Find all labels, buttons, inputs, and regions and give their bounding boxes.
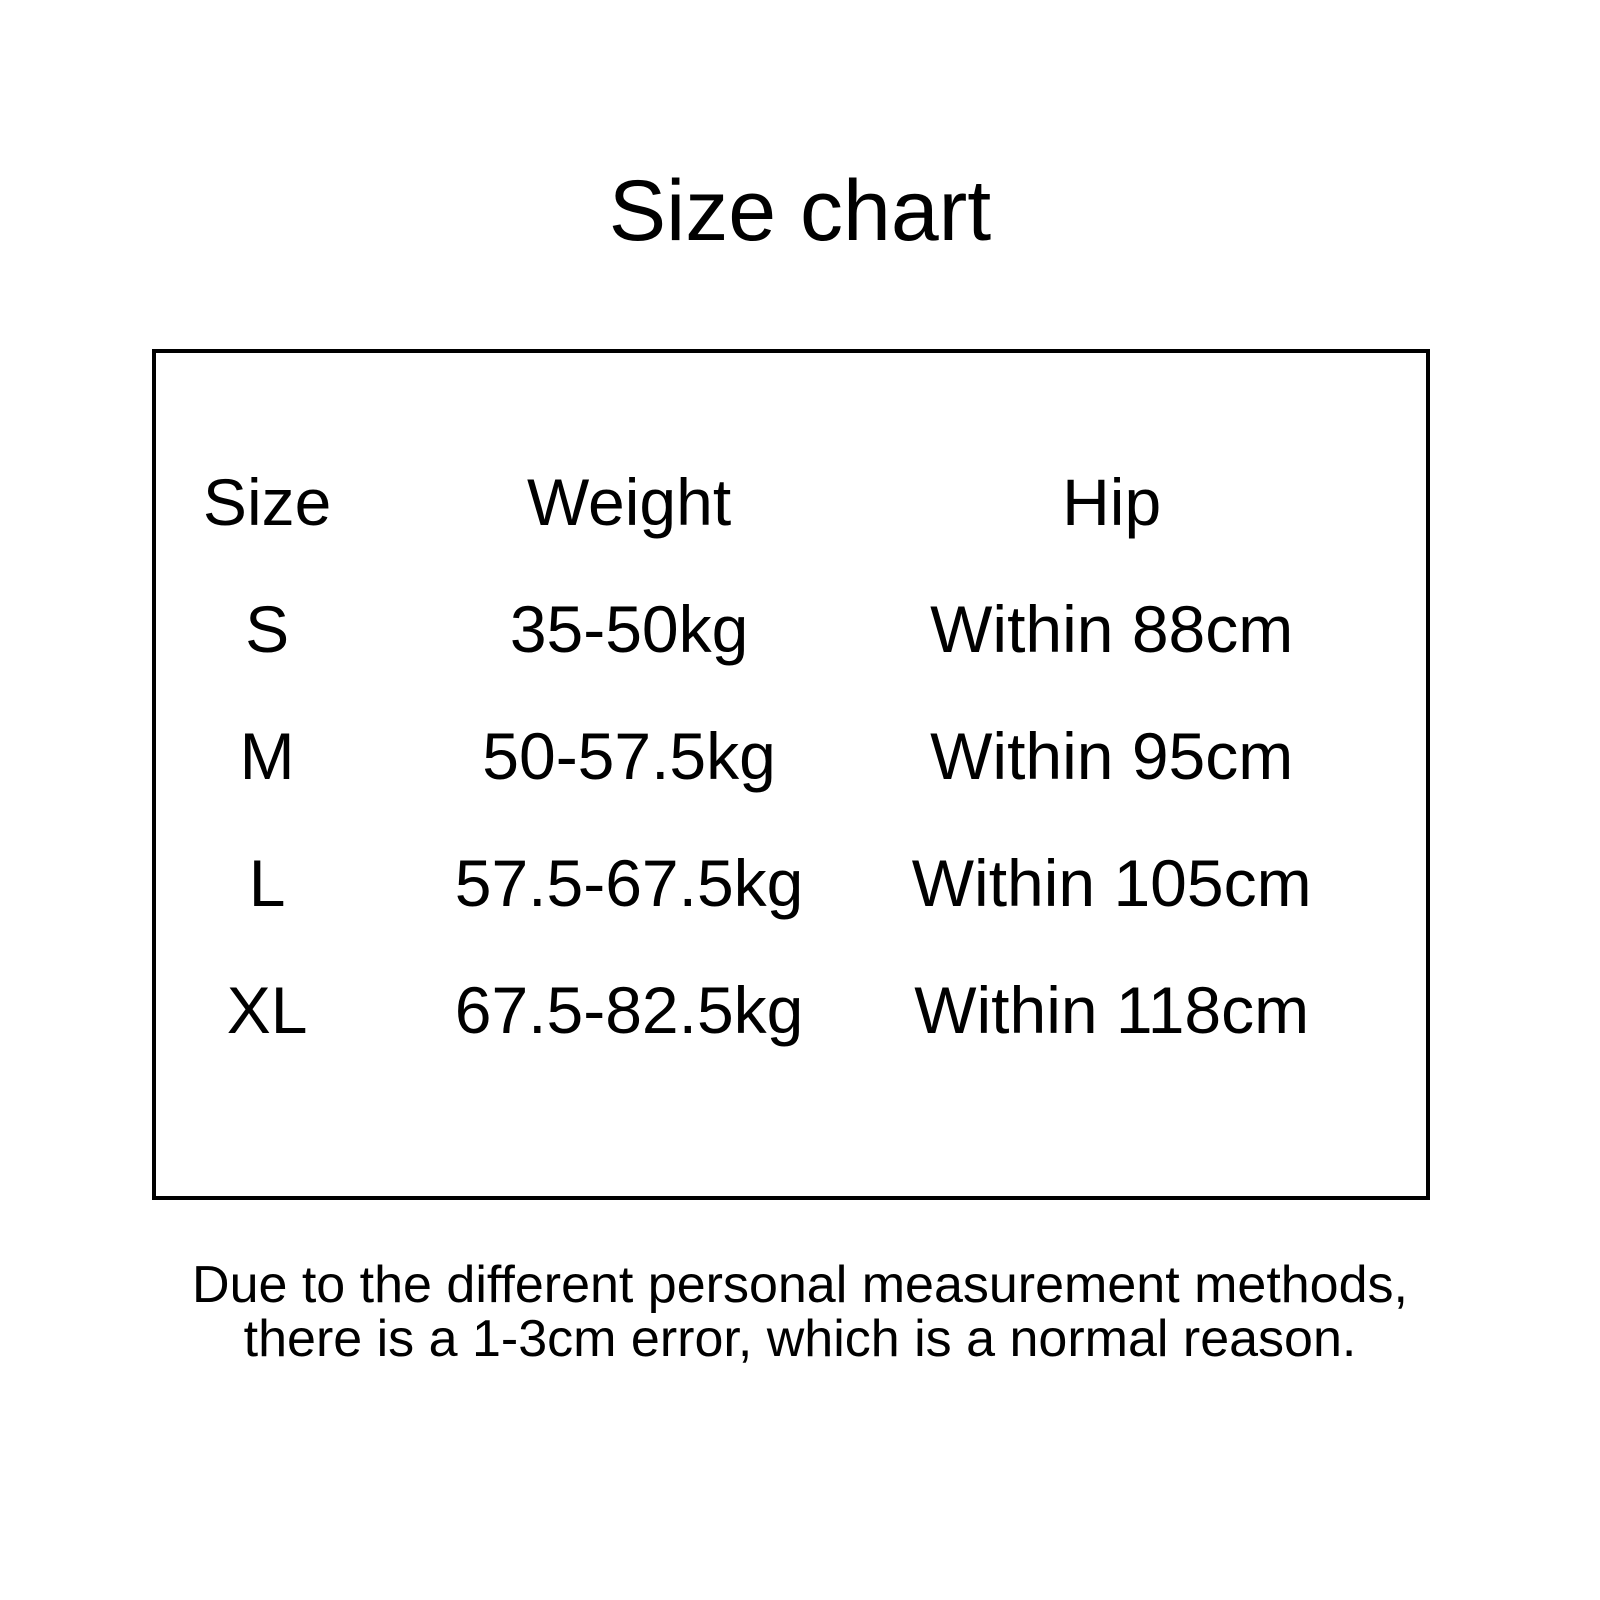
row-m-hip: Within 95cm: [930, 718, 1294, 793]
size-table-grid: Size Weight Hip S 35-50kg Within 88cm M …: [156, 353, 1426, 1073]
row-l-hip: Within 105cm: [911, 845, 1312, 920]
column-header-size: Size: [202, 464, 332, 539]
row-s-size: S: [245, 591, 290, 666]
row-l-weight: 57.5-67.5kg: [454, 845, 804, 920]
column-header-hip: Hip: [1062, 464, 1162, 539]
row-m-weight: 50-57.5kg: [482, 718, 776, 793]
footnote-line-2: there is a 1-3cm error, which is a norma…: [243, 1310, 1357, 1369]
row-xl-hip: Within 118cm: [914, 972, 1310, 1047]
row-xl-weight: 67.5-82.5kg: [454, 972, 804, 1047]
footnote: Due to the different personal measuremen…: [0, 1258, 1600, 1366]
size-table: Size Weight Hip S 35-50kg Within 88cm M …: [152, 349, 1430, 1200]
column-header-weight: Weight: [526, 464, 732, 539]
row-s-weight: 35-50kg: [509, 591, 749, 666]
row-s-hip: Within 88cm: [930, 591, 1294, 666]
footnote-line-1: Due to the different personal measuremen…: [192, 1256, 1408, 1314]
row-l-size: L: [248, 845, 286, 920]
row-m-size: M: [239, 718, 295, 793]
page-title: Size chart: [608, 163, 992, 259]
row-xl-size: XL: [226, 972, 308, 1047]
